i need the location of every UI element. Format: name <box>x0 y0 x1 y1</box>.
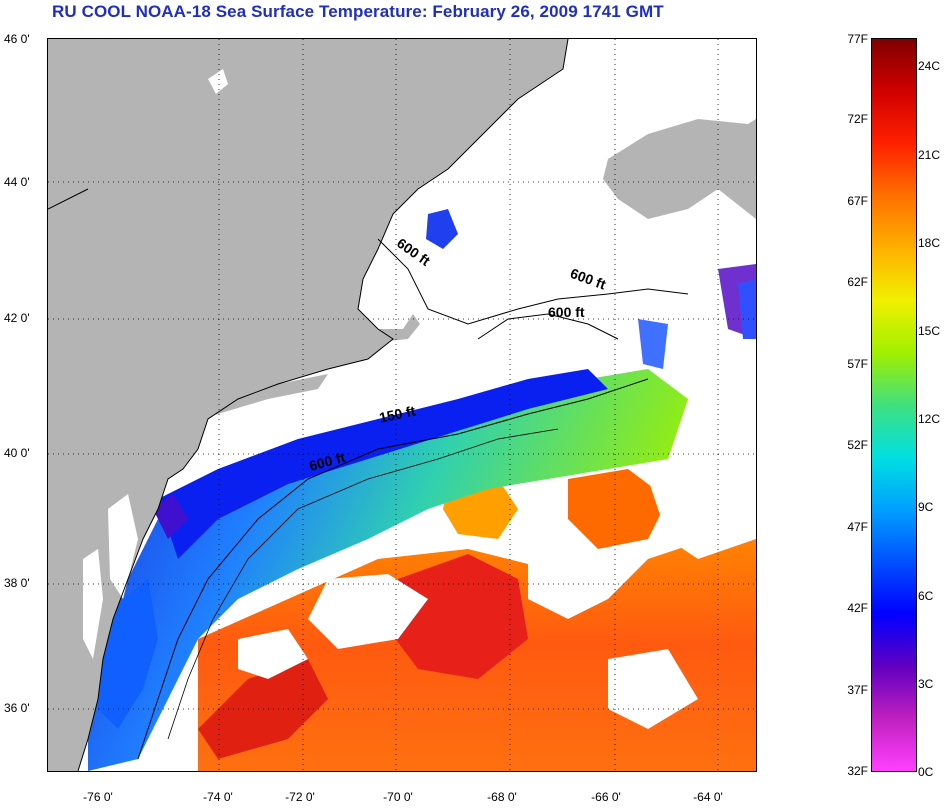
colorbar-f-77: 77F <box>847 32 868 46</box>
depth-label-3: 600 ft <box>548 304 585 320</box>
colorbar-c-3: 3C <box>918 677 934 691</box>
long-island <box>198 374 328 417</box>
east-blue-patch <box>738 279 756 339</box>
north-america-land <box>48 39 568 771</box>
colorbar-c-6: 6C <box>918 589 934 603</box>
colorbar-c-18: 18C <box>918 236 941 250</box>
contour-600ft-shelf <box>137 378 649 760</box>
colorbar-f-62: 62F <box>847 275 868 289</box>
lat-label-40: 40 0' <box>4 446 30 460</box>
coastline <box>48 39 569 771</box>
lat-label-36: 36 0' <box>4 701 30 715</box>
colorbar-c-9: 9C <box>918 500 934 514</box>
gulf-stream-core <box>388 554 528 679</box>
cloud-patch-2 <box>528 559 608 619</box>
cold-water-purple <box>153 494 188 539</box>
gulf-of-maine-patch <box>426 209 458 249</box>
colorbar-f-32: 32F <box>847 764 868 778</box>
colorbar-c-15: 15C <box>918 324 941 338</box>
scotian-shelf-patch <box>638 319 668 369</box>
lon-label-64: -64 0' <box>693 790 723 804</box>
depth-label-4: 150 ft <box>378 402 417 425</box>
map-title: RU COOL NOAA-18 Sea Surface Temperature:… <box>52 2 664 21</box>
delmarva-inlet <box>108 494 138 599</box>
colorbar-c-21: 21C <box>918 148 941 162</box>
cape-cod <box>378 314 420 341</box>
lat-label-42: 42 0' <box>4 311 30 325</box>
lon-label-68: -68 0' <box>487 790 517 804</box>
colorbar-c-12: 12C <box>918 412 941 426</box>
colorbar-f-42: 42F <box>847 601 868 615</box>
colorbar-f-72: 72F <box>847 112 868 126</box>
lon-label-74: -74 0' <box>203 790 233 804</box>
lon-label-70: -70 0' <box>383 790 413 804</box>
lat-lon-grid <box>48 39 756 771</box>
warm-eddy-east <box>568 469 668 549</box>
depth-label-2: 600 ft <box>568 265 608 293</box>
sst-map-canvas: 600 ft 600 ft 600 ft 150 ft 600 ft <box>48 39 756 771</box>
lon-label-66: -66 0' <box>591 790 621 804</box>
depth-label-1: 600 ft <box>394 235 433 269</box>
sst-map[interactable]: 600 ft 600 ft 600 ft 150 ft 600 ft <box>47 38 757 772</box>
colorbar-f-67: 67F <box>847 194 868 208</box>
colorbar-f-47: 47F <box>847 520 868 534</box>
contour-600ft-inner <box>477 313 619 340</box>
contour-600ft-gom <box>377 238 689 325</box>
colorbar-f-52: 52F <box>847 438 868 452</box>
nova-scotia <box>603 119 756 219</box>
cloud-patch-5 <box>238 629 308 679</box>
contour-150ft <box>167 428 559 740</box>
lat-label-46: 46 0' <box>4 32 30 46</box>
temperature-colorbar <box>871 38 917 772</box>
lat-label-38: 38 0' <box>4 576 30 590</box>
cloud-patch-1 <box>308 574 428 649</box>
colorbar-c-0: 0C <box>918 765 934 779</box>
chesapeake <box>83 549 103 659</box>
cloud-patch-3 <box>648 469 756 559</box>
lake-patch <box>208 69 228 94</box>
colorbar-f-57: 57F <box>847 357 868 371</box>
lon-label-76: -76 0' <box>83 790 113 804</box>
lat-label-44: 44 0' <box>4 175 30 189</box>
shelf-edge-front <box>158 369 608 559</box>
lon-label-72: -72 0' <box>285 790 315 804</box>
colorbar-f-37: 37F <box>847 683 868 697</box>
cloud-patch-4 <box>608 649 698 729</box>
colorbar-c-24: 24C <box>918 59 941 73</box>
